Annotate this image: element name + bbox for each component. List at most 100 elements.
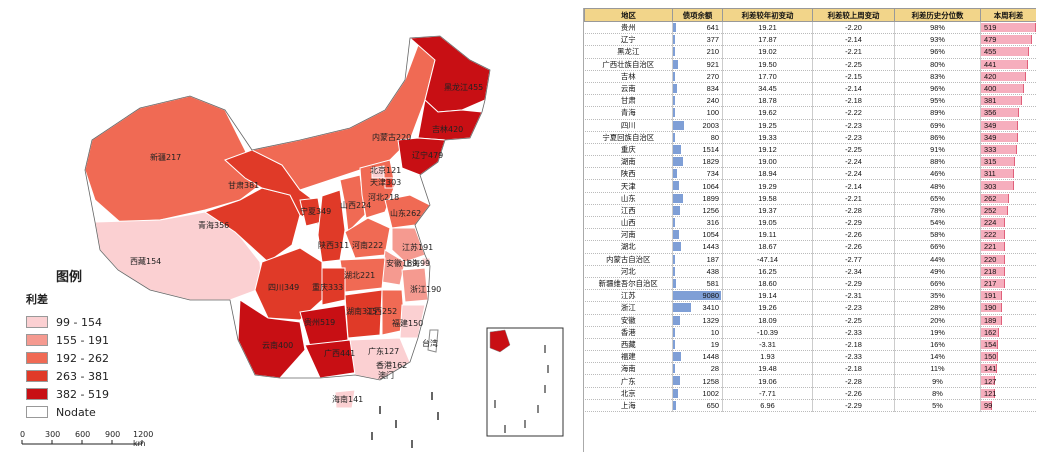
scale-tick-0: 0 — [20, 430, 26, 439]
cell-text: 山西 — [620, 218, 636, 228]
spread-bar — [981, 108, 1020, 118]
spread-table-panel: 地区 债项余额 利差较年初变动 利差较上周变动 利差历史分位数 本周利差 贵州 641 19.… — [583, 8, 1036, 452]
cell-text: 17.87 — [758, 35, 777, 45]
balance-bar — [673, 278, 677, 288]
table-cell: 189 — [980, 314, 1036, 327]
legend-item: Nodate — [26, 403, 164, 421]
table-cell: 28 — [672, 362, 723, 376]
table-cell: 80 — [672, 131, 723, 144]
spread-bar — [981, 352, 998, 362]
cell-text: 86% — [930, 132, 945, 142]
table-cell: -2.28 — [812, 374, 895, 388]
cell-text: 834 — [706, 84, 719, 94]
table-cell: 420 — [980, 70, 1036, 83]
spread-bar — [981, 242, 1005, 252]
table-cell: 河南 — [584, 228, 673, 242]
table-cell: 新疆维吾尔自治区 — [584, 277, 673, 291]
table-cell: 35% — [894, 289, 981, 303]
balance-bar — [673, 71, 675, 81]
cell-text: -2.15 — [845, 71, 862, 81]
table-cell: 315 — [980, 155, 1036, 169]
region-label: 北京121 — [370, 165, 401, 175]
table-cell: 17.87 — [722, 33, 813, 47]
legend-label: 382 - 519 — [56, 387, 109, 401]
table-cell: 19.33 — [722, 131, 813, 144]
cell-text: 190 — [984, 303, 997, 313]
cell-text: 20% — [930, 315, 945, 325]
cell-text: 1448 — [702, 352, 719, 362]
legend-item: 99 - 154 — [26, 313, 164, 331]
table-cell: -2.26 — [812, 387, 895, 400]
cell-text: 78% — [930, 205, 945, 215]
cell-text: -2.21 — [845, 47, 862, 57]
cell-text: 1256 — [702, 205, 719, 215]
table-cell: 10 — [672, 326, 723, 339]
table-cell: 91% — [894, 143, 981, 157]
region-label: 吉林420 — [432, 124, 463, 134]
table-cell: 221 — [980, 240, 1036, 254]
cell-text: 宁夏回族自治区 — [602, 132, 655, 142]
table-cell: 黑龙江 — [584, 45, 673, 59]
table-cell: 2003 — [672, 119, 723, 132]
cell-text: -2.26 — [845, 242, 862, 252]
table-row: 西藏 19 -3.31 -2.18 16% 154 — [584, 338, 1036, 352]
balance-bar — [673, 47, 675, 57]
table-cell: -2.18 — [812, 338, 895, 352]
cell-text: -2.22 — [845, 108, 862, 118]
cell-text: 上海 — [620, 400, 636, 410]
table-cell: -2.31 — [812, 289, 895, 303]
table-cell: 6.96 — [722, 399, 813, 413]
spread-bar — [981, 315, 1002, 325]
table-cell: 519 — [980, 21, 1036, 35]
table-cell: -2.24 — [812, 155, 895, 169]
table-cell: 89% — [894, 106, 981, 120]
cell-text: 17.70 — [758, 71, 777, 81]
table-cell: 海南 — [584, 362, 673, 376]
table-cell: 19.05 — [722, 216, 813, 230]
cell-text: 浙江 — [620, 303, 636, 313]
table-cell: -2.25 — [812, 314, 895, 327]
table-cell: -2.29 — [812, 216, 895, 230]
table-header-cell: 利差历史分位数 — [894, 8, 981, 22]
table-cell: -3.31 — [722, 338, 813, 352]
table-cell: 19.06 — [722, 374, 813, 388]
cell-text: -2.23 — [845, 132, 862, 142]
table-cell: 127 — [980, 374, 1036, 388]
spread-bar — [981, 205, 1009, 215]
table-cell: 陕西 — [584, 167, 673, 181]
cell-text: 921 — [706, 59, 719, 69]
balance-bar — [673, 352, 681, 362]
table-header-cell: 债项余额 — [672, 8, 723, 22]
spread-bar — [981, 388, 995, 398]
table-cell: 19.48 — [722, 362, 813, 376]
table-cell: 19.02 — [722, 45, 813, 59]
table-cell: 252 — [980, 204, 1036, 218]
cell-text: 377 — [706, 35, 719, 45]
table-cell: 山东 — [584, 192, 673, 205]
table-cell: 19.12 — [722, 143, 813, 157]
spread-bar — [981, 376, 996, 386]
table-header-cell: 利差较上周变动 — [812, 8, 895, 22]
legend-label: Nodate — [56, 405, 96, 419]
cell-text: -2.26 — [845, 230, 862, 240]
region-label: 江苏191 — [402, 242, 433, 252]
cell-text: 19.26 — [758, 303, 777, 313]
cell-text: 18.09 — [758, 315, 777, 325]
balance-bar — [673, 108, 675, 118]
cell-text: 35% — [930, 291, 945, 301]
cell-text: 333 — [984, 144, 997, 154]
cell-text: -2.23 — [845, 120, 862, 130]
region-label: 福建150 — [392, 318, 423, 328]
cell-text: 9080 — [702, 291, 719, 301]
balance-bar — [673, 205, 680, 215]
cell-text: 1054 — [702, 230, 719, 240]
table-cell: 1514 — [672, 143, 723, 157]
cell-text: 海南 — [620, 364, 636, 374]
table-cell: 1829 — [672, 155, 723, 169]
region-taiwan — [427, 329, 439, 353]
table-row: 青海 100 19.62 -2.22 89% 356 — [584, 106, 1036, 120]
spread-bar — [981, 169, 1015, 179]
region-label: 江西252 — [366, 307, 397, 316]
table-cell: 54% — [894, 216, 981, 230]
cell-text: 222 — [984, 230, 997, 240]
